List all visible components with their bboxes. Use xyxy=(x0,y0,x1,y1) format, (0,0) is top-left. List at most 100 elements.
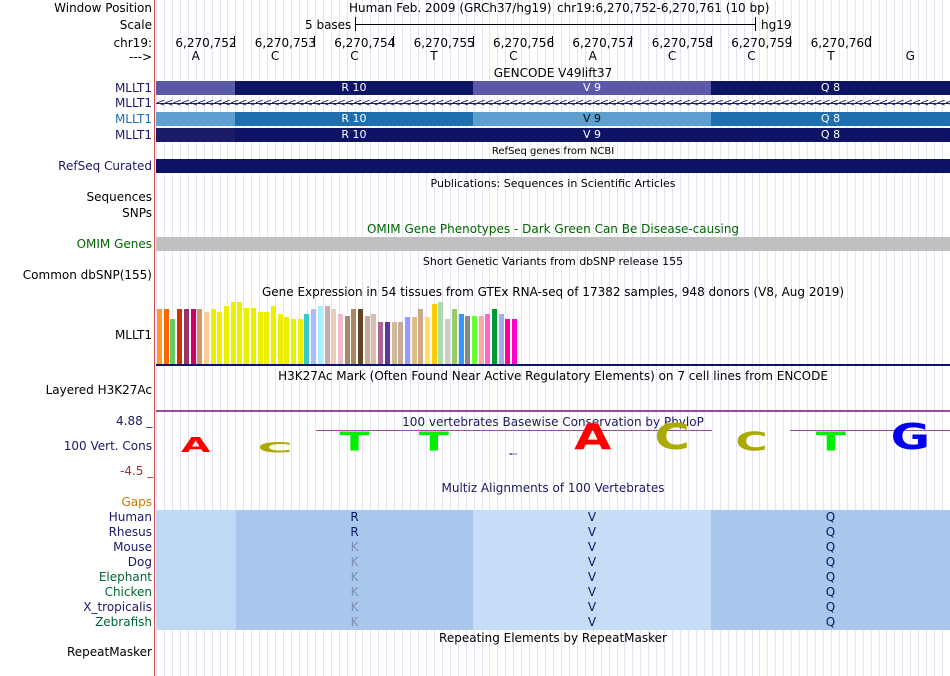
gtex-tissue-bar[interactable] xyxy=(291,319,296,364)
gencode-track-label[interactable]: MLLT1 xyxy=(114,81,152,95)
gtex-tissue-bar[interactable] xyxy=(431,304,437,364)
gencode-codon-segment[interactable] xyxy=(156,81,235,95)
cons-base-glyph[interactable]: T xyxy=(404,429,464,455)
gtex-tissue-bar[interactable] xyxy=(364,316,370,364)
gtex-tissue-bar[interactable] xyxy=(304,314,310,364)
snps-label[interactable]: SNPs xyxy=(122,206,152,220)
position-text[interactable]: chr19:6,270,752-6,270,761 (10 bp) xyxy=(557,1,770,15)
gtex-tissue-bar[interactable] xyxy=(224,306,229,364)
gtex-tissue-bar[interactable] xyxy=(351,309,357,364)
gencode-codon-segment[interactable]: V 9 xyxy=(473,112,711,126)
gtex-tissue-bar[interactable] xyxy=(237,302,243,364)
gtex-tissue-bar[interactable] xyxy=(244,308,250,364)
cons-base-glyph[interactable]: C xyxy=(483,453,543,456)
gtex-tissue-bar[interactable] xyxy=(358,309,363,364)
multiz-species-label[interactable]: Rhesus xyxy=(108,525,152,539)
cons-base-glyph[interactable]: G xyxy=(880,419,940,455)
gtex-tissue-bar[interactable] xyxy=(170,319,176,364)
gencode-codon-segment[interactable] xyxy=(156,112,235,126)
gtex-tissue-bar[interactable] xyxy=(438,302,444,364)
omim-gene-bar[interactable] xyxy=(156,237,950,251)
gaps-label[interactable]: Gaps xyxy=(121,495,152,509)
gtex-tissue-bar[interactable] xyxy=(277,314,283,364)
repeat-label[interactable]: RepeatMasker xyxy=(66,645,152,659)
cons-base-glyph[interactable]: C xyxy=(245,441,305,455)
gtex-tissue-bar[interactable] xyxy=(378,322,384,364)
cons-base-glyph[interactable]: T xyxy=(325,429,385,455)
gencode-strand-arrows[interactable]: <<<<<<<<<<<<<<<<<<<<<<<<<<<<<<<<<<<<<<<<… xyxy=(156,96,950,109)
cons-base-glyph[interactable]: C xyxy=(642,419,702,455)
gencode-codon-segment[interactable]: R 10 xyxy=(235,112,473,126)
gencode-codon-segment[interactable]: V 9 xyxy=(473,81,711,95)
gtex-tissue-bar[interactable] xyxy=(337,314,343,364)
multiz-species-label[interactable]: Dog xyxy=(127,555,152,569)
gtex-tissue-bar[interactable] xyxy=(230,302,236,364)
cons-base-glyph[interactable]: A xyxy=(166,435,226,455)
gencode-codon-segment[interactable]: R 10 xyxy=(235,128,473,142)
multiz-species-label[interactable]: Zebrafish xyxy=(95,615,152,629)
gencode-codon-segment[interactable]: V 9 xyxy=(473,128,711,142)
gtex-tissue-bar[interactable] xyxy=(512,319,518,364)
gencode-codon-segment[interactable]: Q 8 xyxy=(711,128,950,142)
gtex-tissue-bar[interactable] xyxy=(445,319,451,364)
gtex-tissue-bar[interactable] xyxy=(284,317,290,364)
gencode-track-label[interactable]: MLLT1 xyxy=(114,112,152,126)
gencode-codon-segment[interactable]: Q 8 xyxy=(711,81,950,95)
gtex-tissue-bar[interactable] xyxy=(404,317,410,364)
gtex-label[interactable]: MLLT1 xyxy=(114,328,152,342)
gencode-track-label[interactable]: MLLT1 xyxy=(114,96,152,110)
gtex-tissue-bar[interactable] xyxy=(458,314,464,364)
gtex-tissue-bar[interactable] xyxy=(384,322,390,364)
multiz-species-label[interactable]: Human xyxy=(108,510,152,524)
gtex-tissue-bar[interactable] xyxy=(250,308,256,364)
gtex-tissue-bar[interactable] xyxy=(492,309,497,364)
multiz-species-label[interactable]: Mouse xyxy=(113,540,152,554)
gtex-tissue-bar[interactable] xyxy=(163,309,169,364)
gtex-tissue-bar[interactable] xyxy=(177,309,183,364)
gtex-tissue-bar[interactable] xyxy=(344,316,350,364)
gtex-tissue-bar[interactable] xyxy=(324,306,330,364)
multiz-species-label[interactable]: X_tropicalis xyxy=(83,600,152,614)
gencode-track-label[interactable]: MLLT1 xyxy=(114,128,152,142)
gtex-tissue-bar[interactable] xyxy=(411,317,417,364)
gtex-tissue-bar[interactable] xyxy=(471,316,477,364)
gtex-tissue-bar[interactable] xyxy=(371,314,377,364)
gtex-tissue-bar[interactable] xyxy=(398,322,404,364)
gtex-tissue-bar[interactable] xyxy=(197,309,203,364)
gtex-tissue-bar[interactable] xyxy=(203,312,209,364)
omim-label[interactable]: OMIM Genes xyxy=(76,237,152,251)
gtex-tissue-bar[interactable] xyxy=(297,319,303,364)
gtex-tissue-bar[interactable] xyxy=(183,309,189,364)
gtex-tissue-bar[interactable] xyxy=(157,309,162,364)
gtex-tissue-bar[interactable] xyxy=(465,316,471,364)
gtex-tissue-bar[interactable] xyxy=(331,309,337,364)
gtex-tissue-bar[interactable] xyxy=(478,316,484,364)
multiz-species-label[interactable]: Chicken xyxy=(104,585,152,599)
sequences-label[interactable]: Sequences xyxy=(86,190,152,204)
gtex-tissue-bar[interactable] xyxy=(505,319,511,364)
gtex-tissue-bar[interactable] xyxy=(257,312,263,364)
cons-base-glyph[interactable]: T xyxy=(801,429,861,455)
gtex-tissue-bar[interactable] xyxy=(317,306,323,364)
refseq-label[interactable]: RefSeq Curated xyxy=(58,159,152,173)
gtex-tissue-bar[interactable] xyxy=(264,312,270,364)
gtex-tissue-bar[interactable] xyxy=(217,312,223,364)
gencode-codon-segment[interactable]: R 10 xyxy=(235,81,473,95)
gtex-tissue-bar[interactable] xyxy=(498,314,504,364)
gtex-tissue-bar[interactable] xyxy=(210,309,216,364)
cons-base-glyph[interactable]: A xyxy=(563,419,623,455)
gtex-tissue-bar[interactable] xyxy=(425,317,430,364)
gtex-tissue-bar[interactable] xyxy=(451,309,457,364)
gencode-codon-segment[interactable]: Q 8 xyxy=(711,112,950,126)
gtex-tissue-bar[interactable] xyxy=(190,309,196,364)
cons-label[interactable]: 100 Vert. Cons xyxy=(63,439,152,453)
